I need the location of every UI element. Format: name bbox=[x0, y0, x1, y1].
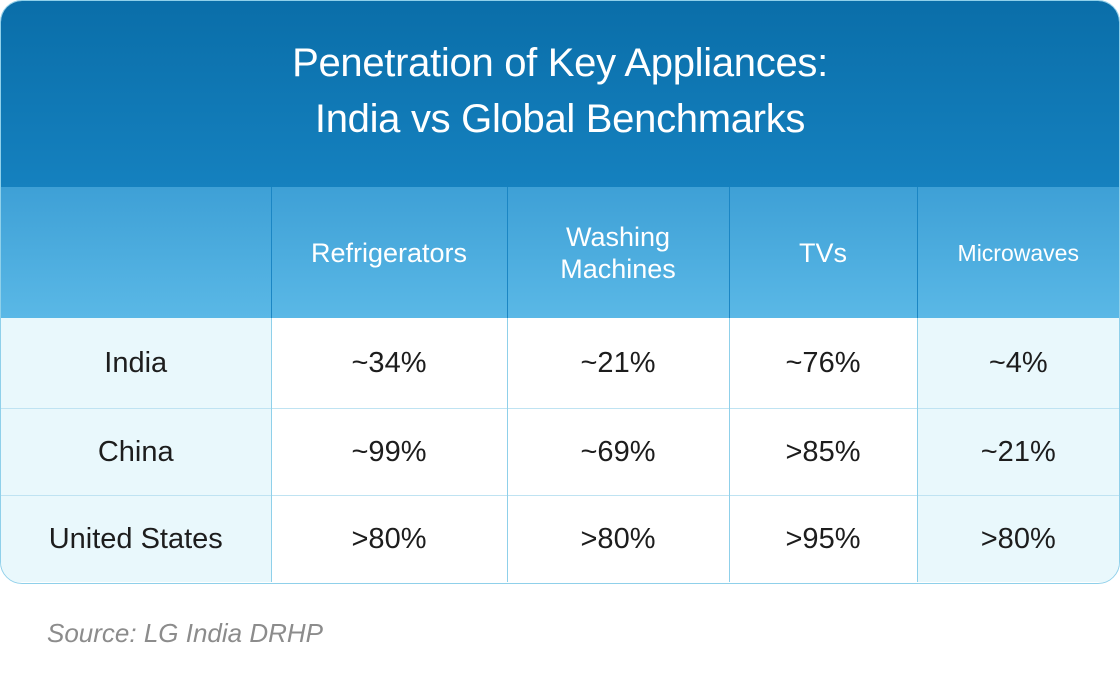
table-row-china: China ~99% ~69% >85% ~21% bbox=[1, 408, 1119, 496]
header-corner-cell bbox=[1, 187, 271, 318]
cell-china-microwaves: ~21% bbox=[916, 408, 1119, 496]
table-row-india: India ~34% ~21% ~76% ~4% bbox=[1, 318, 1119, 409]
row-label-india: India bbox=[1, 318, 271, 409]
appliance-penetration-card: Penetration of Key Appliances: India vs … bbox=[0, 0, 1120, 584]
column-header-washing-machines: Washing Machines bbox=[506, 187, 729, 318]
cell-india-tvs: ~76% bbox=[728, 318, 917, 409]
chart-subtitle: India vs Global Benchmarks bbox=[314, 97, 806, 141]
source-note: Source: LG India DRHP bbox=[47, 618, 324, 648]
cell-india-refrigerators: ~34% bbox=[270, 318, 507, 409]
column-header-washing-machines-line-2: Machines bbox=[560, 253, 676, 284]
chart-title-banner: Penetration of Key Appliances: India vs … bbox=[1, 1, 1119, 187]
table-row-united-states: United States >80% >80% >95% >80% bbox=[1, 495, 1119, 582]
chart-title: Penetration of Key Appliances: bbox=[292, 41, 828, 85]
column-header-tvs: TVs bbox=[728, 187, 917, 318]
column-header-refrigerators-label: Refrigerators bbox=[310, 237, 468, 268]
column-header-tvs-label: TVs bbox=[798, 237, 847, 268]
cell-united-states-refrigerators: >80% bbox=[270, 495, 507, 582]
column-header-microwaves: Microwaves bbox=[916, 187, 1119, 318]
column-header-washing-machines-line-1: Washing bbox=[565, 221, 671, 252]
cell-china-washing-machines: ~69% bbox=[506, 408, 729, 496]
cell-china-tvs: >85% bbox=[728, 408, 917, 496]
row-label-united-states: United States bbox=[1, 495, 271, 582]
cell-india-microwaves: ~4% bbox=[916, 318, 1119, 409]
penetration-table: Refrigerators Washing Machines TVs Micro… bbox=[1, 187, 1119, 582]
table-header-row: Refrigerators Washing Machines TVs Micro… bbox=[1, 187, 1119, 318]
row-label-china: China bbox=[1, 408, 271, 496]
cell-united-states-tvs: >95% bbox=[728, 495, 917, 582]
cell-india-washing-machines: ~21% bbox=[506, 318, 729, 409]
cell-united-states-washing-machines: >80% bbox=[506, 495, 729, 582]
cell-china-refrigerators: ~99% bbox=[270, 408, 507, 496]
cell-united-states-microwaves: >80% bbox=[916, 495, 1119, 582]
column-header-microwaves-label: Microwaves bbox=[957, 239, 1079, 266]
column-header-refrigerators: Refrigerators bbox=[270, 187, 507, 318]
